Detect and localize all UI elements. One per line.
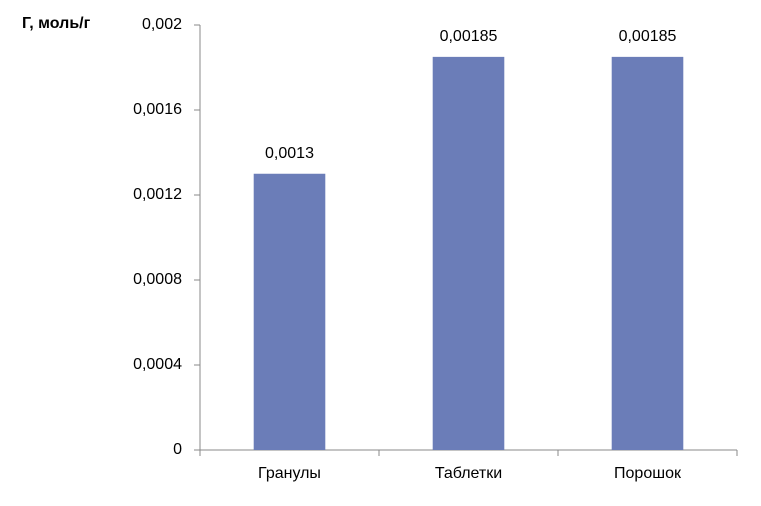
y-tick-label: 0,0004 bbox=[133, 356, 182, 373]
data-label: 0,0013 bbox=[265, 145, 314, 162]
bar bbox=[611, 56, 684, 450]
x-tick-label: Таблетки bbox=[435, 465, 502, 482]
bar bbox=[432, 56, 505, 450]
y-tick-label: 0,002 bbox=[142, 16, 182, 33]
y-tick-label: 0,0008 bbox=[133, 271, 182, 288]
y-tick-label: 0,0016 bbox=[133, 101, 182, 118]
y-axis-title: Г, моль/г bbox=[22, 15, 91, 32]
bar bbox=[253, 173, 326, 450]
y-tick-label: 0,0012 bbox=[133, 186, 182, 203]
data-label: 0,00185 bbox=[440, 28, 498, 45]
data-label: 0,00185 bbox=[619, 28, 677, 45]
x-tick-label: Гранулы bbox=[258, 465, 321, 482]
x-tick-label: Порошок bbox=[614, 465, 682, 482]
y-tick-label: 0 bbox=[173, 441, 182, 458]
